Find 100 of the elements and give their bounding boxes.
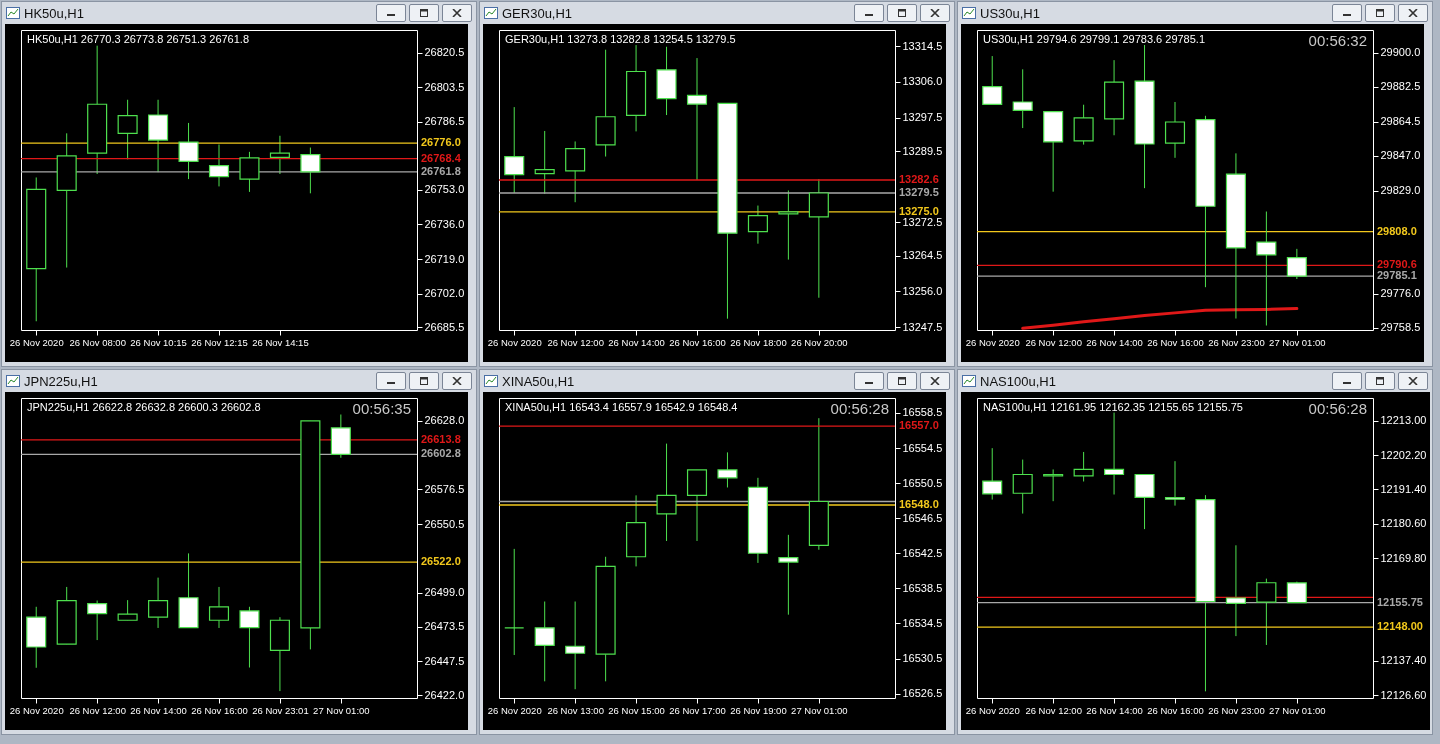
- x-tick-label: 26 Nov 14:00: [1086, 704, 1143, 716]
- ref-line-label: 29808.0: [1377, 224, 1417, 237]
- y-tick-label: 12126.60: [1380, 688, 1427, 701]
- y-tick-label: 26628.0: [424, 414, 465, 427]
- x-tick-label: 26 Nov 16:00: [191, 704, 248, 716]
- chart-subtitle: GER30u,H1 13273.8 13282.8 13254.5 13279.5: [505, 33, 736, 45]
- x-tick-label: 26 Nov 16:00: [669, 336, 726, 348]
- chart-subtitle: HK50u,H1 26770.3 26773.8 26751.3 26761.8: [27, 33, 250, 45]
- candlestick: [565, 601, 586, 690]
- y-tick-label: 13264.5: [902, 249, 943, 262]
- y-tick-label: 13247.5: [902, 320, 943, 333]
- y-tick-label: 13314.5: [902, 39, 943, 52]
- chart-title: JPN225u,H1: [24, 373, 99, 389]
- candlestick: [1073, 104, 1094, 146]
- x-tick-label: 26 Nov 10:15: [130, 336, 187, 348]
- y-tick-label: 16546.5: [902, 511, 943, 524]
- x-tick-label: 27 Nov 01:00: [1269, 336, 1326, 348]
- y-tick-label: 26753.0: [424, 183, 465, 196]
- candlestick: [565, 140, 586, 203]
- ref-line-label: 13279.5: [899, 185, 939, 198]
- x-tick-label: 26 Nov 13:00: [547, 704, 604, 716]
- candlestick: [534, 130, 555, 195]
- y-tick-label: 29776.0: [1380, 287, 1421, 300]
- candlestick: [239, 606, 260, 669]
- y-tick-label: 26820.5: [424, 46, 465, 59]
- y-tick-label: 26803.5: [424, 80, 465, 93]
- chart-title: HK50u,H1: [24, 5, 85, 21]
- x-tick-label: 26 Nov 14:00: [1086, 336, 1143, 348]
- ref-line-label: 29785.1: [1377, 269, 1417, 282]
- y-tick-label: 16526.5: [902, 687, 943, 700]
- x-tick-label: 26 Nov 2020: [965, 704, 1020, 716]
- chart-subtitle: JPN225u,H1 26622.8 26632.8 26600.3 26602.8: [27, 401, 261, 413]
- x-tick-label: 26 Nov 12:15: [191, 336, 248, 348]
- ref-line-label: 26602.8: [421, 447, 461, 460]
- x-tick-label: 26 Nov 2020: [9, 704, 64, 716]
- candlestick: [1256, 211, 1277, 327]
- y-tick-label: 13297.5: [902, 111, 943, 124]
- y-tick-label: 16534.5: [902, 616, 943, 629]
- ref-line-label: 12148.00: [1377, 620, 1423, 633]
- candlestick: [1256, 578, 1277, 646]
- candlestick: [208, 586, 230, 629]
- x-tick-label: 26 Nov 19:00: [730, 704, 787, 716]
- y-tick-label: 26576.5: [424, 482, 465, 495]
- ref-line-label: 12155.75: [1377, 595, 1423, 608]
- chart-title: US30u,H1: [980, 5, 1041, 21]
- candlestick: [717, 451, 738, 488]
- ref-line-label: 26768.4: [421, 151, 462, 164]
- candlestick: [504, 106, 525, 194]
- x-tick-label: 26 Nov 2020: [9, 336, 64, 348]
- y-tick-label: 13306.0: [902, 75, 943, 88]
- candlestick: [87, 600, 108, 641]
- candlestick: [269, 135, 290, 175]
- x-tick-label: 26 Nov 23:00: [1208, 336, 1265, 348]
- y-tick-label: 26736.0: [424, 217, 465, 230]
- candlestick: [656, 443, 677, 542]
- chart-title: GER30u,H1: [502, 5, 574, 21]
- y-tick-label: 16554.5: [902, 441, 943, 454]
- y-tick-label: 29847.0: [1380, 149, 1421, 162]
- candlestick: [208, 144, 230, 187]
- chart-subtitle: US30u,H1 29794.6 29799.1 29783.6 29785.1: [983, 33, 1206, 45]
- candlestick: [1073, 451, 1094, 482]
- y-tick-label: 29758.5: [1380, 321, 1421, 334]
- candlestick: [1012, 68, 1033, 129]
- annotation: 00:56:35: [352, 400, 411, 417]
- y-tick-label: 26550.5: [424, 517, 465, 530]
- y-tick-label: 29829.0: [1380, 184, 1421, 197]
- x-tick-label: 26 Nov 15:00: [608, 704, 665, 716]
- y-tick-label: 26473.5: [424, 620, 465, 633]
- ref-line-label: 26776.0: [421, 136, 461, 149]
- x-tick-label: 26 Nov 14:00: [608, 336, 665, 348]
- y-tick-label: 29864.5: [1380, 115, 1421, 128]
- y-tick-label: 29900.0: [1380, 46, 1421, 59]
- y-tick-label: 26685.5: [424, 320, 465, 333]
- candlestick: [747, 205, 768, 245]
- candlestick: [686, 57, 708, 181]
- y-tick-label: 12191.40: [1380, 482, 1427, 495]
- y-tick-label: 26422.0: [424, 688, 465, 701]
- candlestick: [1164, 460, 1186, 507]
- chart-title: NAS100u,H1: [980, 373, 1057, 389]
- annotation: 00:56:32: [1308, 32, 1367, 49]
- x-tick-label: 26 Nov 12:00: [1025, 336, 1082, 348]
- x-tick-label: 26 Nov 2020: [487, 704, 542, 716]
- chart-subtitle: NAS100u,H1 12161.95 12162.35 12155.65 12155.75: [983, 401, 1243, 413]
- ref-line-label: 16548.0: [899, 498, 939, 511]
- y-tick-label: 26719.0: [424, 252, 465, 265]
- x-tick-label: 26 Nov 12:00: [69, 704, 126, 716]
- x-tick-label: 26 Nov 16:00: [1147, 704, 1204, 716]
- annotation: 00:56:28: [830, 400, 889, 417]
- x-tick-label: 27 Nov 01:00: [791, 704, 848, 716]
- y-tick-label: 12137.40: [1380, 654, 1427, 667]
- y-tick-label: 16558.5: [902, 406, 943, 419]
- x-tick-label: 27 Nov 01:00: [313, 704, 370, 716]
- x-tick-label: 27 Nov 01:00: [1269, 704, 1326, 716]
- candlestick: [1012, 459, 1033, 515]
- y-tick-label: 12180.60: [1380, 517, 1427, 530]
- candlestick: [1104, 412, 1125, 496]
- candlestick: [808, 178, 829, 299]
- x-tick-label: 26 Nov 17:00: [669, 704, 726, 716]
- candlestick: [148, 577, 169, 629]
- candlestick: [982, 55, 1003, 105]
